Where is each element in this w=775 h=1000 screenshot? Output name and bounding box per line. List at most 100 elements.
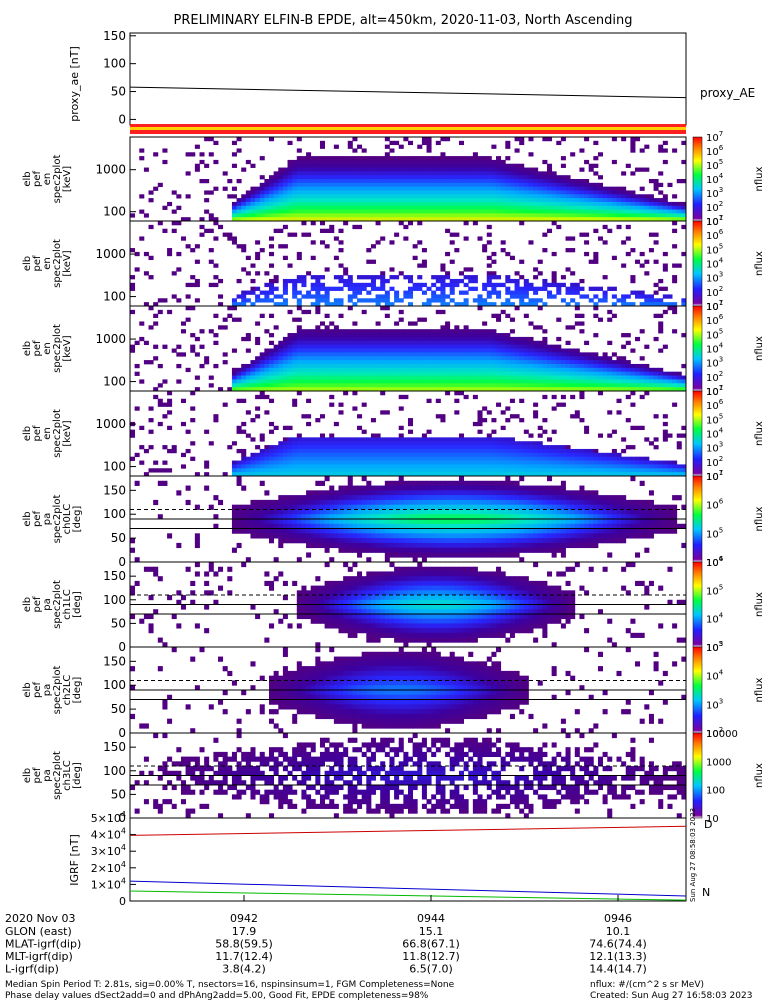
heatmap-cell — [625, 360, 631, 365]
heatmap-cell — [463, 167, 469, 172]
heatmap-cell — [454, 171, 460, 176]
heatmap-cell — [602, 472, 608, 477]
heatmap-cell — [505, 371, 511, 376]
heatmap-cell — [435, 140, 441, 146]
heatmap-cell — [287, 437, 293, 442]
heatmap-cell — [519, 472, 525, 477]
heatmap-cell — [287, 209, 293, 214]
heatmap-cell — [621, 464, 627, 469]
heatmap-cell — [380, 383, 386, 388]
heatmap-cell — [412, 468, 418, 473]
heatmap-cell — [278, 379, 284, 384]
heatmap-cell — [565, 325, 571, 330]
heatmap-cell — [241, 371, 247, 376]
heatmap-cell — [255, 190, 261, 195]
heatmap-cell — [259, 213, 265, 218]
heatmap-cell — [296, 371, 302, 376]
heatmap-cell — [477, 198, 483, 203]
heatmap-cell — [662, 464, 668, 469]
heatmap-cell — [449, 278, 455, 284]
heatmap-cell — [491, 460, 497, 465]
heatmap-cell — [278, 383, 284, 388]
heatmap-cell — [269, 504, 275, 510]
heatmap-cell — [241, 201, 247, 207]
heatmap-cell — [482, 472, 488, 477]
heatmap-cell — [347, 538, 353, 544]
heatmap-cell — [338, 175, 344, 180]
heatmap-cell — [477, 209, 483, 214]
heatmap-cell — [241, 421, 247, 427]
heatmap-cell — [458, 468, 464, 473]
heatmap-cell — [394, 456, 400, 461]
heatmap-cell — [292, 171, 298, 176]
heatmap-cell — [245, 375, 251, 380]
heatmap-cell — [630, 140, 636, 146]
heatmap-cell — [352, 329, 358, 334]
heatmap-cell — [194, 504, 200, 510]
heatmap-cell — [468, 387, 474, 392]
heatmap-cell — [449, 448, 455, 454]
heatmap-cell — [306, 340, 312, 346]
heatmap-cell — [375, 519, 381, 525]
heatmap-cell — [468, 213, 474, 218]
heatmap-cell — [565, 375, 571, 380]
heatmap-cell — [477, 472, 483, 477]
heatmap-cell — [648, 248, 654, 253]
heatmap-cell — [588, 383, 594, 388]
heatmap-cell — [472, 363, 478, 369]
heatmap-cell — [306, 514, 312, 520]
heatmap-cell — [343, 538, 349, 544]
heatmap-cell — [658, 278, 664, 284]
heatmap-cell — [482, 179, 488, 184]
heatmap-cell — [486, 336, 492, 342]
heatmap-cell — [505, 418, 511, 423]
heatmap-cell — [352, 542, 358, 549]
heatmap-cell — [496, 290, 502, 295]
heatmap-cell — [130, 433, 136, 438]
heatmap-cell — [658, 198, 664, 203]
heatmap-cell — [607, 286, 613, 291]
heatmap-cell — [287, 533, 293, 539]
heatmap-cell — [625, 251, 631, 257]
heatmap-cell — [380, 391, 386, 396]
heatmap-cell — [672, 194, 678, 199]
heatmap-cell — [292, 371, 298, 376]
heatmap-cell — [218, 302, 224, 307]
heatmap-cell — [236, 460, 242, 465]
colorbar — [692, 305, 703, 392]
heatmap-cell — [250, 504, 256, 510]
colorbar-tick-label: 104 — [706, 172, 724, 186]
heatmap-cell — [509, 371, 515, 376]
heatmap-cell — [319, 509, 325, 515]
heatmap-cell — [185, 194, 191, 199]
heatmap-cell — [449, 329, 455, 334]
heatmap-cell — [167, 248, 173, 253]
heatmap-cell — [157, 383, 163, 388]
heatmap-cell — [199, 344, 205, 349]
heatmap-cell — [190, 391, 196, 396]
heatmap-cell — [269, 175, 275, 180]
heatmap-cell — [593, 379, 599, 384]
heatmap-cell — [528, 321, 534, 326]
heatmap-cell — [231, 383, 237, 388]
heatmap-cell — [472, 286, 478, 291]
heatmap-cell — [426, 456, 432, 461]
heatmap-cell — [533, 460, 539, 465]
heatmap-cell — [241, 294, 247, 299]
heatmap-cell — [319, 198, 325, 203]
heatmap-cell — [519, 286, 525, 291]
heatmap-cell — [528, 209, 534, 214]
heatmap-cell — [607, 375, 613, 380]
heatmap-cell — [222, 472, 228, 477]
heatmap-cell — [287, 182, 293, 188]
heatmap-cell — [370, 171, 376, 176]
heatmap-cell — [635, 217, 641, 222]
heatmap-cell — [408, 286, 414, 291]
heatmap-cell — [319, 371, 325, 376]
heatmap-cell — [273, 275, 279, 280]
heatmap-cell — [315, 275, 321, 280]
heatmap-cell — [547, 175, 553, 180]
heatmap-cell — [648, 302, 654, 307]
heatmap-cell — [269, 137, 275, 142]
heatmap-cell — [412, 175, 418, 180]
